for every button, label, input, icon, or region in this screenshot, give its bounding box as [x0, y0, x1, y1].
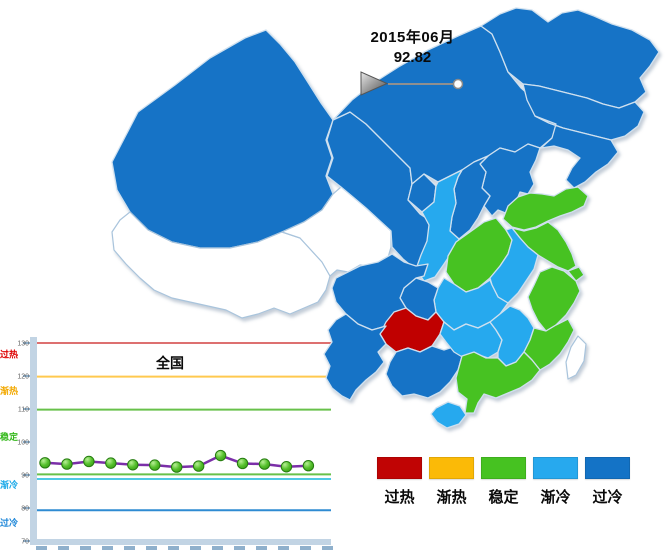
period-value: 92.82 [393, 49, 432, 66]
legend-swatch-hot [377, 457, 422, 479]
data-point-marker [214, 449, 227, 462]
y-axis-tick-label: 70 [21, 539, 29, 546]
data-point-marker [171, 461, 183, 473]
x-axis-tick [146, 546, 157, 550]
zone-label: 渐热 [0, 385, 18, 396]
y-axis-tick-label: 80 [21, 506, 29, 513]
timeline-slider-handle[interactable] [452, 78, 464, 90]
x-axis-tick [300, 546, 311, 550]
legend-item-warm: 渐热 [429, 457, 474, 507]
province-guangdong[interactable] [455, 351, 541, 414]
data-point-marker [83, 455, 95, 468]
chart-x-axis [30, 539, 331, 545]
data-point-marker [192, 460, 205, 472]
y-axis-tick [23, 507, 30, 509]
province-shandong[interactable] [502, 186, 589, 231]
x-axis-tick [124, 546, 135, 550]
map-legend: 过热 渐热 稳定 渐冷 过冷 [377, 457, 630, 507]
zone-label: 过热 [0, 349, 18, 360]
legend-label-cold: 过冷 [592, 489, 623, 506]
x-axis-tick [168, 546, 179, 550]
x-axis-tick [212, 546, 223, 550]
province-zhejiang[interactable] [527, 266, 581, 332]
province-taiwan[interactable] [565, 335, 587, 380]
province-shanghai[interactable] [567, 266, 585, 282]
timeline-player [360, 71, 464, 96]
legend-label-hot: 过热 [384, 489, 415, 506]
play-button-icon[interactable] [360, 71, 389, 96]
y-axis-tick [23, 408, 30, 410]
province-xinjiang[interactable] [111, 29, 334, 249]
province-guangxi[interactable] [385, 345, 463, 399]
y-axis-tick [23, 375, 30, 377]
zone-label: 稳定 [0, 431, 19, 442]
chart-title: 全国 [155, 355, 184, 371]
y-axis-tick-label: 90 [21, 473, 29, 480]
x-axis-tick [58, 546, 69, 550]
x-axis-tick [190, 546, 201, 550]
province-sichuan[interactable] [331, 253, 429, 331]
y-axis-tick [23, 342, 30, 344]
period-header: 2015年06月 92.82 [330, 26, 495, 66]
legend-label-cool: 渐冷 [540, 489, 571, 506]
y-axis-tick [23, 540, 30, 542]
legend-item-hot: 过热 [377, 457, 422, 507]
province-hainan[interactable] [430, 401, 467, 429]
legend-item-stable: 稳定 [481, 457, 526, 507]
zone-label: 渐冷 [0, 479, 18, 490]
period-date: 2015年06月 [370, 29, 455, 46]
y-axis-tick-label: 130 [17, 341, 29, 348]
x-axis-tick [278, 546, 289, 550]
y-axis-tick [23, 474, 30, 476]
data-point-marker [105, 457, 117, 469]
province-xizang[interactable] [111, 211, 331, 319]
province-yunnan[interactable] [323, 313, 387, 401]
data-point-marker [258, 458, 271, 470]
data-point-marker [61, 458, 73, 470]
legend-item-cold: 过冷 [585, 457, 630, 507]
y-axis-tick-label: 120 [17, 374, 29, 381]
chart-y-axis [30, 337, 37, 543]
data-point-marker [236, 457, 249, 470]
x-axis-tick [102, 546, 113, 550]
province-anhui[interactable] [489, 227, 539, 304]
legend-item-cool: 渐冷 [533, 457, 578, 507]
legend-swatch-cold [585, 457, 630, 479]
data-point-marker [149, 459, 161, 471]
y-axis-tick-label: 100 [17, 440, 29, 447]
province-liaoning[interactable] [534, 115, 619, 189]
x-axis-tick [234, 546, 245, 550]
y-axis-tick [23, 441, 30, 443]
x-axis-tick [36, 546, 47, 550]
y-axis-tick-label: 110 [18, 407, 29, 414]
zone-label: 过冷 [0, 517, 18, 528]
legend-swatch-warm [429, 457, 474, 479]
legend-label-stable: 稳定 [488, 489, 519, 506]
x-axis-tick [256, 546, 267, 550]
x-axis-tick [322, 546, 333, 550]
legend-label-warm: 渐热 [436, 489, 467, 506]
data-point-marker [39, 457, 51, 469]
data-point-marker [127, 459, 139, 471]
legend-swatch-stable [481, 457, 526, 479]
legend-swatch-cool [533, 457, 578, 479]
data-point-marker [280, 461, 293, 473]
x-axis-tick [80, 546, 91, 550]
data-point-marker [302, 459, 315, 472]
